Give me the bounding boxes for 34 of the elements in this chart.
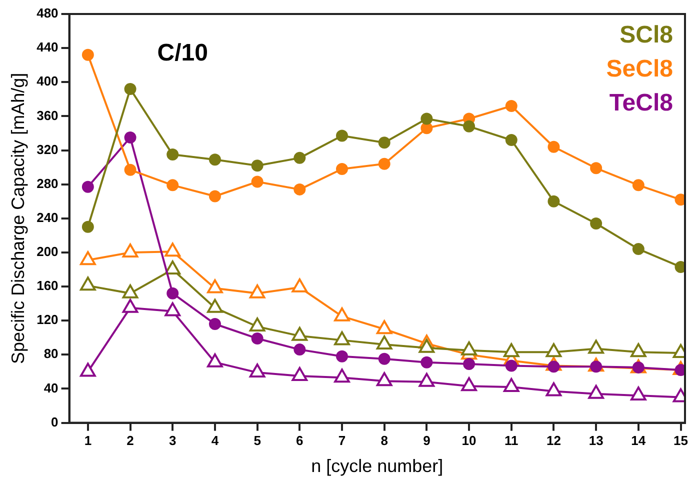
y-tick-label: 320 [36,142,58,157]
x-tick-label: 8 [380,433,388,448]
y-tick-label: 120 [36,312,58,328]
y-tick-label: 280 [36,176,58,191]
x-tick-label: 13 [588,433,604,448]
x-tick-label: 15 [674,433,688,448]
x-tick-label: 4 [211,433,220,448]
y-tick-label: 160 [36,278,58,294]
text: TeCl8 [609,90,673,117]
y-tick-label: 400 [36,74,58,89]
y-tick-label: 200 [36,244,58,260]
x-tick-label: 14 [631,433,646,448]
x-tick-label: 1 [84,433,92,448]
text: SeCl8 [606,56,673,83]
x-tick-label: 12 [546,433,561,448]
x-tick-label: 7 [338,433,346,448]
y-tick-label: 240 [36,210,58,225]
x-axis-title: n [cycle number] [311,456,444,476]
x-tick-label: 3 [168,433,176,448]
x-tick-label: 11 [504,433,518,448]
y-tick-label: 40 [44,380,58,396]
x-tick-label: 2 [126,433,134,448]
x-tick-label: 10 [462,433,476,448]
text: SCl8 [620,22,673,49]
x-tick-label: 5 [254,433,261,448]
y-tick-label: 440 [36,40,58,55]
x-tick-label: 9 [423,433,430,448]
y-tick-label: 360 [36,108,58,123]
y-tick-label: 0 [51,414,58,430]
x-tick-label: 6 [296,433,304,448]
annotation: C/10 [157,40,208,67]
y-tick-label: 80 [44,346,58,362]
y-axis-title: Specific Discharge Capacity [mAh/g] [8,72,28,364]
y-tick-label: 480 [36,6,58,21]
